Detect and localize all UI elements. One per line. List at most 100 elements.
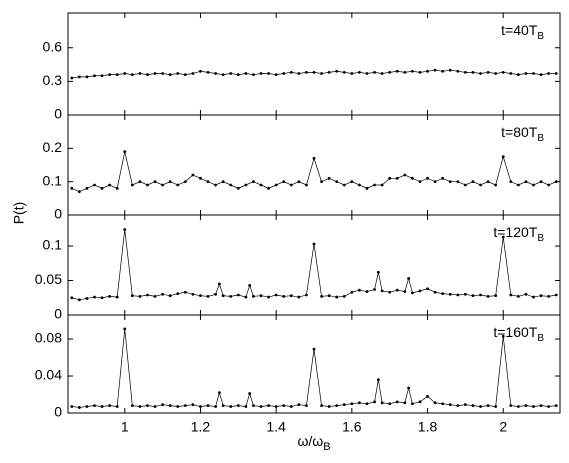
- data-point: [395, 400, 399, 404]
- data-point: [206, 71, 210, 74]
- data-point: [479, 72, 482, 75]
- data-point: [305, 71, 308, 74]
- data-point: [407, 386, 411, 390]
- data-point: [153, 294, 157, 298]
- data-point: [130, 73, 134, 77]
- data-point: [214, 292, 218, 296]
- data-point: [501, 155, 505, 159]
- data-point: [471, 180, 475, 184]
- data-point: [411, 291, 414, 295]
- data-point: [494, 72, 498, 75]
- data-point: [411, 176, 414, 180]
- data-point: [161, 72, 165, 75]
- annotation-main: t=120T: [493, 224, 537, 240]
- data-point: [108, 294, 112, 298]
- data-point: [486, 71, 490, 74]
- data-point: [395, 288, 399, 292]
- data-point: [320, 72, 323, 75]
- data-point: [365, 290, 369, 293]
- data-point: [448, 403, 452, 407]
- data-point: [77, 298, 81, 302]
- data-point: [327, 71, 331, 74]
- data-point: [350, 402, 354, 406]
- data-point: [448, 68, 452, 72]
- data-point: [418, 71, 422, 74]
- data-point: [153, 72, 157, 75]
- data-point: [282, 180, 286, 184]
- data-point: [123, 150, 127, 154]
- annotation-main: t=40T: [501, 22, 538, 38]
- data-point: [403, 401, 407, 405]
- data-point: [191, 403, 195, 407]
- data-point: [267, 186, 270, 190]
- data-point: [426, 287, 429, 291]
- data-point: [456, 180, 460, 184]
- data-point: [191, 173, 195, 177]
- data-point: [199, 294, 202, 298]
- data-point: [376, 378, 380, 382]
- data-point: [100, 186, 104, 190]
- data-point: [539, 73, 543, 77]
- data-point: [221, 73, 225, 77]
- data-point: [130, 183, 134, 187]
- data-point: [403, 290, 407, 293]
- data-point: [516, 294, 520, 298]
- data-point: [168, 180, 172, 184]
- data-point: [183, 290, 187, 294]
- data-point: [229, 72, 233, 75]
- data-point: [411, 69, 414, 73]
- data-point: [305, 404, 308, 408]
- data-point: [191, 292, 195, 296]
- data-point: [138, 294, 142, 298]
- data-point: [532, 183, 535, 187]
- y-axis-label: P(t): [11, 202, 27, 225]
- x-tick-label: 1.4: [266, 419, 286, 435]
- data-point: [312, 347, 316, 351]
- panel-frame: [67, 114, 561, 216]
- data-point: [123, 72, 127, 75]
- data-point: [123, 228, 127, 231]
- data-point: [183, 404, 187, 408]
- data-point: [380, 72, 384, 75]
- data-point: [130, 294, 134, 298]
- data-point: [108, 73, 112, 77]
- data-point: [93, 295, 96, 299]
- data-point: [509, 404, 513, 408]
- data-point: [206, 404, 210, 408]
- data-point: [115, 405, 119, 408]
- data-point: [191, 72, 195, 75]
- data-point: [327, 176, 331, 180]
- data-point: [471, 71, 475, 74]
- data-point: [365, 402, 369, 406]
- data-point: [388, 176, 392, 180]
- data-point: [199, 69, 202, 73]
- data-point: [168, 404, 172, 408]
- annotation-main: t=80T: [501, 124, 538, 140]
- data-point: [411, 402, 414, 406]
- data-point: [138, 72, 142, 75]
- data-point: [516, 183, 520, 187]
- data-point: [217, 391, 221, 395]
- data-point: [221, 404, 225, 408]
- data-point: [342, 183, 346, 187]
- data-point: [236, 404, 240, 408]
- data-point: [229, 405, 233, 408]
- data-point: [486, 180, 490, 184]
- y-tick-label: 0: [54, 206, 62, 222]
- data-point: [342, 71, 346, 74]
- data-point: [418, 400, 422, 404]
- data-point: [547, 405, 551, 408]
- data-point: [388, 402, 392, 406]
- data-point: [77, 406, 81, 409]
- data-point: [380, 401, 384, 405]
- data-point: [539, 180, 543, 184]
- data-point: [259, 183, 263, 187]
- data-point: [274, 73, 278, 77]
- data-point: [539, 294, 543, 298]
- data-point: [426, 394, 429, 398]
- data-point: [554, 404, 558, 408]
- data-point: [153, 180, 157, 184]
- data-point: [108, 404, 112, 408]
- data-point: [441, 292, 445, 296]
- x-axis-label-sub: B: [323, 441, 330, 453]
